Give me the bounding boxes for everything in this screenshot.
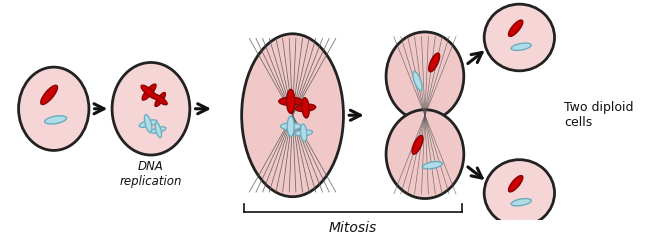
Ellipse shape [300,124,307,142]
Ellipse shape [19,67,89,150]
Ellipse shape [429,53,439,72]
Text: Mitosis: Mitosis [329,221,377,235]
Ellipse shape [287,116,294,137]
Ellipse shape [155,122,162,138]
Ellipse shape [508,176,523,192]
Ellipse shape [142,84,156,100]
Ellipse shape [242,34,343,197]
Ellipse shape [511,199,531,206]
Ellipse shape [484,4,554,71]
Ellipse shape [151,127,166,133]
Ellipse shape [112,63,190,155]
Ellipse shape [45,116,66,124]
Ellipse shape [484,160,554,226]
Ellipse shape [144,115,152,133]
Ellipse shape [386,32,464,121]
Ellipse shape [508,20,523,36]
Ellipse shape [422,162,443,169]
Ellipse shape [139,120,157,127]
Ellipse shape [41,85,57,105]
Ellipse shape [279,97,303,105]
Ellipse shape [281,123,301,130]
Ellipse shape [386,110,464,198]
Ellipse shape [511,43,531,51]
Ellipse shape [295,130,313,136]
Text: DNA
replication: DNA replication [120,160,182,188]
Ellipse shape [287,89,295,113]
Ellipse shape [302,98,309,118]
Ellipse shape [412,135,423,154]
Ellipse shape [153,94,167,105]
Ellipse shape [413,71,422,91]
Ellipse shape [141,85,157,99]
Text: Two diploid
cells: Two diploid cells [564,101,633,129]
Ellipse shape [155,93,166,106]
Ellipse shape [295,104,316,112]
